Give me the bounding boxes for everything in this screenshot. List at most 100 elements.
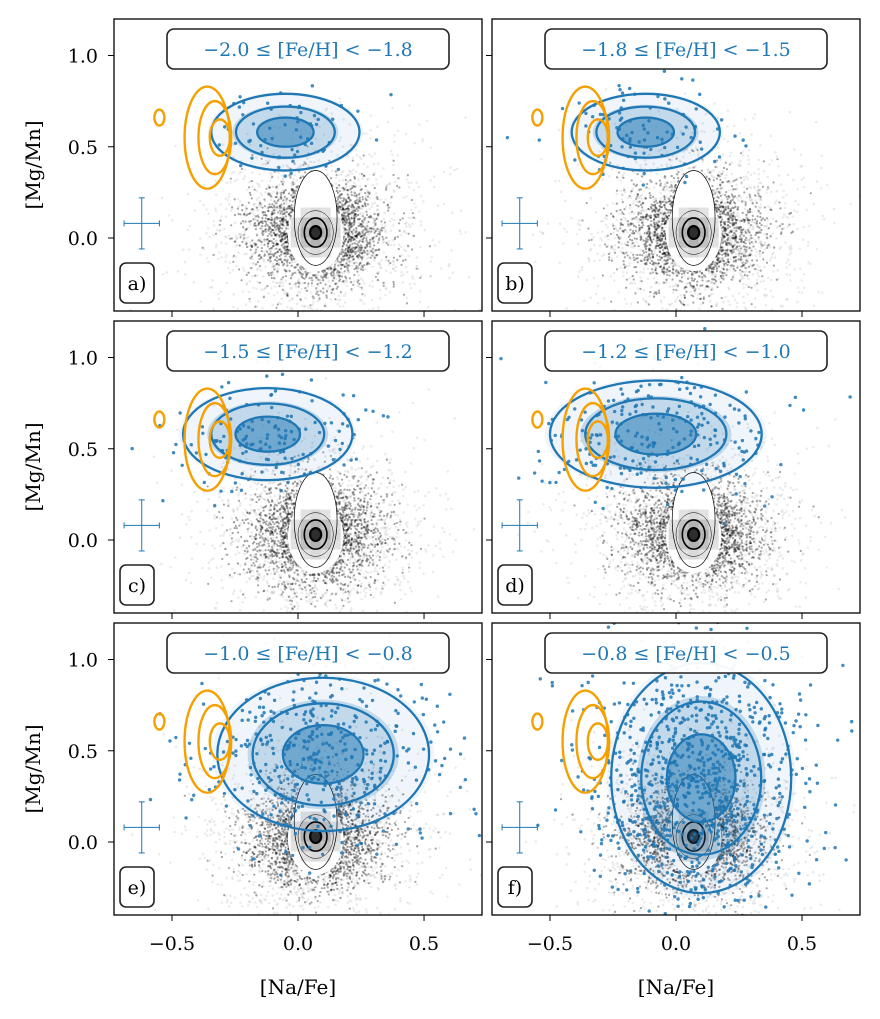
background-star — [352, 255, 355, 258]
background-star — [350, 214, 354, 218]
background-star — [262, 258, 265, 262]
background-star — [341, 255, 345, 258]
background-star — [447, 262, 451, 266]
background-star — [322, 291, 325, 294]
background-star — [272, 237, 275, 241]
background-star — [639, 276, 642, 279]
background-star — [304, 289, 308, 293]
background-star — [377, 387, 380, 390]
background-star — [391, 239, 394, 242]
background-star — [266, 218, 270, 221]
background-star — [257, 267, 260, 270]
background-star — [348, 260, 351, 263]
background-star — [369, 128, 372, 132]
background-star — [390, 217, 394, 221]
background-star — [770, 159, 774, 162]
background-star — [281, 212, 285, 216]
background-star — [339, 291, 342, 294]
background-star — [301, 281, 304, 285]
background-star — [339, 200, 343, 203]
background-star — [237, 268, 241, 271]
background-star — [290, 204, 293, 207]
background-star — [364, 184, 367, 188]
background-star — [712, 168, 716, 172]
background-star — [303, 161, 306, 164]
background-star — [241, 266, 245, 270]
background-star — [337, 185, 341, 188]
background-star — [448, 173, 452, 176]
background-star — [291, 181, 295, 184]
background-star — [384, 229, 387, 232]
background-star — [347, 269, 350, 272]
background-star — [613, 279, 616, 282]
background-star — [384, 188, 388, 191]
background-star — [338, 139, 341, 143]
background-star — [288, 204, 291, 208]
background-star — [280, 244, 283, 247]
background-star — [357, 178, 360, 181]
background-star — [719, 158, 723, 161]
background-star — [275, 268, 278, 272]
background-star — [788, 110, 792, 114]
background-star — [258, 253, 261, 257]
background-star — [286, 294, 289, 298]
background-star — [256, 214, 259, 217]
background-star — [464, 116, 467, 119]
background-star — [814, 120, 818, 124]
background-star — [219, 203, 222, 206]
background-star — [372, 173, 375, 176]
background-star — [364, 200, 367, 204]
background-star — [347, 197, 350, 200]
background-star — [392, 260, 395, 263]
background-star — [364, 205, 367, 208]
background-star — [230, 206, 234, 209]
background-star — [283, 268, 286, 271]
background-star — [385, 255, 389, 258]
background-star — [245, 240, 249, 244]
background-star — [220, 215, 223, 218]
background-star — [267, 227, 270, 231]
background-star — [802, 286, 806, 289]
background-star — [410, 208, 413, 212]
background-star — [362, 224, 365, 228]
background-star — [276, 176, 280, 179]
background-star — [271, 206, 274, 209]
background-star — [349, 233, 352, 236]
background-star — [286, 206, 290, 209]
background-star — [276, 250, 279, 254]
background-star — [421, 140, 424, 143]
background-star — [753, 112, 757, 116]
background-star — [349, 254, 352, 257]
background-star — [606, 203, 609, 207]
background-star — [401, 254, 404, 257]
background-star — [278, 248, 281, 252]
background-star — [343, 223, 346, 226]
background-star — [359, 249, 362, 252]
background-star — [363, 218, 366, 221]
background-star — [429, 179, 433, 182]
background-star — [349, 143, 352, 147]
background-star — [280, 197, 283, 200]
background-star — [593, 243, 596, 247]
background-star — [292, 189, 296, 193]
background-star — [381, 241, 385, 244]
background-star — [354, 200, 357, 203]
background-star — [396, 258, 399, 262]
background-star — [338, 274, 341, 278]
background-star — [311, 308, 315, 311]
background-star — [642, 267, 646, 271]
background-star — [241, 203, 244, 207]
background-star — [413, 282, 417, 286]
background-star — [397, 177, 400, 180]
background-star — [290, 286, 293, 290]
background-star — [336, 201, 340, 205]
background-star — [296, 263, 299, 266]
background-star — [370, 298, 374, 302]
background-star — [350, 172, 354, 176]
background-star — [218, 251, 221, 254]
background-star — [311, 295, 314, 298]
background-star — [344, 249, 347, 252]
background-star — [369, 242, 373, 246]
background-star — [448, 276, 451, 280]
background-star — [362, 248, 366, 252]
